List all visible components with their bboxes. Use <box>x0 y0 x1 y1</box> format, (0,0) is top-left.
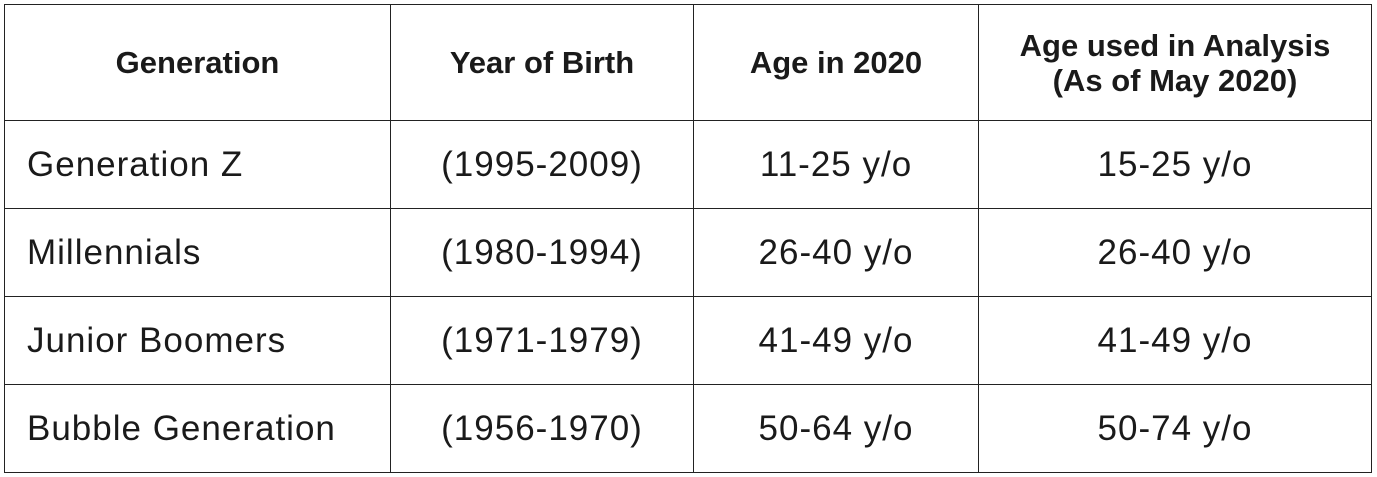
header-generation: Generation <box>4 4 391 121</box>
generation-table-container: Generation Year of Birth Age in 2020 Age… <box>4 4 1372 473</box>
cell-year-of-birth: (1956-1970) <box>390 384 694 473</box>
cell-age-analysis: 41-49 y/o <box>978 296 1372 385</box>
cell-generation: Millennials <box>4 208 391 297</box>
cell-generation: Generation Z <box>4 120 391 209</box>
header-age-analysis-line1: Age used in Analysis <box>1019 27 1331 63</box>
table-row: Millennials (1980-1994) 26-40 y/o 26-40 … <box>4 208 1372 297</box>
header-age-analysis-line2: (As of May 2020) <box>1052 62 1298 98</box>
cell-age-analysis: 26-40 y/o <box>978 208 1372 297</box>
header-row: Generation Year of Birth Age in 2020 Age… <box>4 4 1372 121</box>
table-header: Generation Year of Birth Age in 2020 Age… <box>4 4 1372 121</box>
cell-age-2020: 41-49 y/o <box>693 296 979 385</box>
cell-age-2020: 26-40 y/o <box>693 208 979 297</box>
table-row: Bubble Generation (1956-1970) 50-64 y/o … <box>4 384 1372 473</box>
cell-generation: Junior Boomers <box>4 296 391 385</box>
cell-year-of-birth: (1980-1994) <box>390 208 694 297</box>
cell-age-analysis: 50-74 y/o <box>978 384 1372 473</box>
cell-generation: Bubble Generation <box>4 384 391 473</box>
cell-year-of-birth: (1995-2009) <box>390 120 694 209</box>
table-body: Generation Z (1995-2009) 11-25 y/o 15-25… <box>4 120 1372 473</box>
header-year-of-birth: Year of Birth <box>390 4 694 121</box>
table-row: Junior Boomers (1971-1979) 41-49 y/o 41-… <box>4 296 1372 385</box>
generation-age-table: Generation Year of Birth Age in 2020 Age… <box>4 4 1372 473</box>
cell-age-2020: 50-64 y/o <box>693 384 979 473</box>
header-age-2020: Age in 2020 <box>693 4 979 121</box>
table-row: Generation Z (1995-2009) 11-25 y/o 15-25… <box>4 120 1372 209</box>
header-age-analysis: Age used in Analysis (As of May 2020) <box>978 4 1372 121</box>
cell-age-2020: 11-25 y/o <box>693 120 979 209</box>
cell-age-analysis: 15-25 y/o <box>978 120 1372 209</box>
cell-year-of-birth: (1971-1979) <box>390 296 694 385</box>
